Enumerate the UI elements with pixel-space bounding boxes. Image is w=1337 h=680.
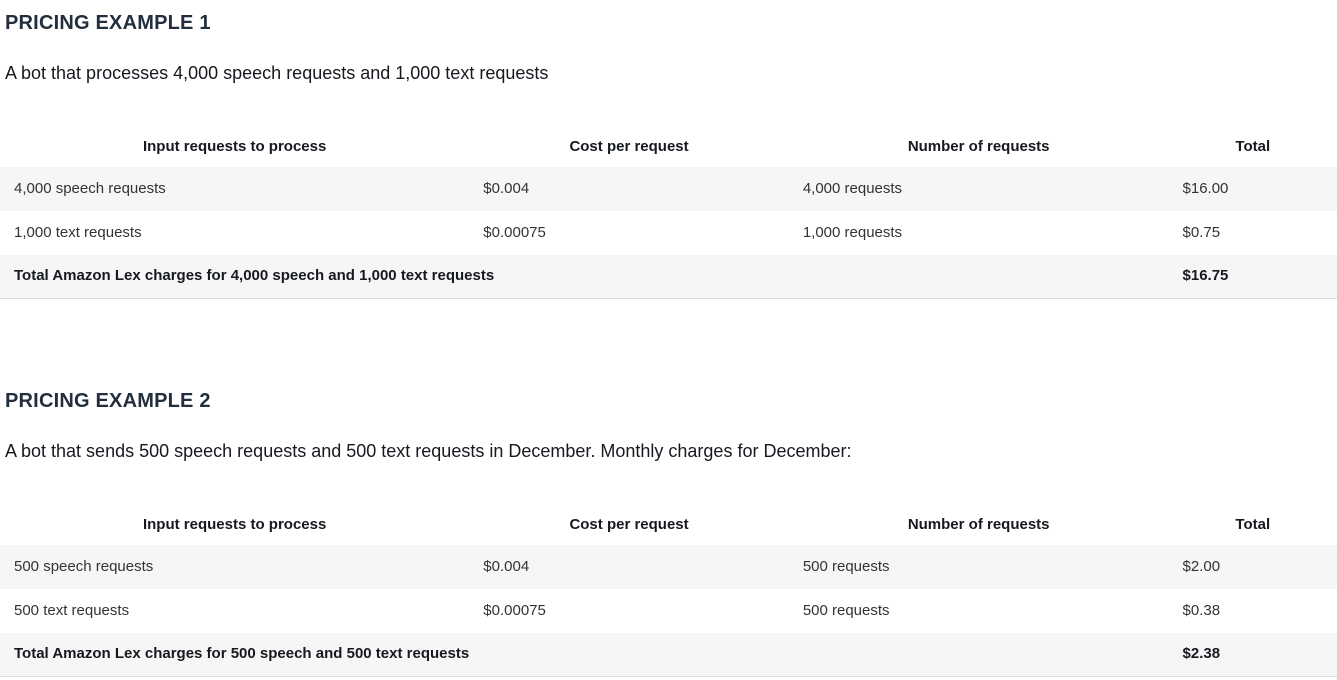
column-header-total: Total — [1235, 515, 1271, 533]
column-header-input-requests: Input requests to process — [142, 137, 327, 155]
cell-cost-per-request: $0.00075 — [483, 602, 546, 620]
total-value-cell: $2.38 — [1182, 645, 1221, 663]
cell-input-type: 1,000 text requests — [14, 224, 142, 242]
pricing-example-2-section: PRICING EXAMPLE 2 A bot that sends 500 s… — [0, 391, 1337, 677]
cell-total: $0.38 — [1182, 602, 1221, 620]
cell-cost-per-request: $0.00075 — [483, 224, 546, 242]
pricing-row: 4,000 speech requests $0.004 4,000 reque… — [0, 167, 1337, 212]
cell-number-of-requests: 500 requests — [802, 602, 890, 620]
total-value-cell: $16.75 — [1182, 267, 1229, 285]
total-label-cell: Total Amazon Lex charges for 4,000 speec… — [14, 267, 495, 285]
cell-input-type: 500 speech requests — [14, 558, 154, 576]
pricing-example-1-table: Input requests to process Cost per reque… — [0, 128, 1337, 300]
cell-cost-per-request: $0.004 — [483, 558, 530, 576]
total-row: Total Amazon Lex charges for 4,000 speec… — [0, 255, 1337, 299]
cell-input-type: 500 text requests — [14, 602, 130, 620]
total-row: Total Amazon Lex charges for 500 speech … — [0, 633, 1337, 677]
cell-total: $16.00 — [1182, 180, 1229, 198]
pricing-row: 500 speech requests $0.004 500 requests … — [0, 545, 1337, 590]
cell-number-of-requests: 4,000 requests — [802, 180, 903, 198]
pricing-row: 500 text requests $0.00075 500 requests … — [0, 589, 1337, 633]
pricing-example-1-section: PRICING EXAMPLE 1 A bot that processes 4… — [0, 0, 1337, 299]
pricing-example-1-title: PRICING EXAMPLE 1 — [5, 12, 211, 34]
cell-total: $0.75 — [1182, 224, 1221, 242]
cell-number-of-requests: 1,000 requests — [802, 224, 903, 242]
pricing-example-2-title: PRICING EXAMPLE 2 — [5, 390, 211, 413]
column-header-number-of-requests: Number of requests — [907, 137, 1050, 155]
column-header-cost-per-request: Cost per request — [569, 515, 689, 533]
column-header-cost-per-request: Cost per request — [569, 137, 689, 155]
column-header-total: Total — [1235, 137, 1271, 155]
cell-number-of-requests: 500 requests — [802, 558, 890, 576]
column-header-number-of-requests: Number of requests — [907, 515, 1050, 533]
pricing-example-2-description: A bot that sends 500 speech requests and… — [5, 441, 852, 462]
table-header-row: Input requests to process Cost per reque… — [0, 506, 1337, 546]
table-header-row: Input requests to process Cost per reque… — [0, 128, 1337, 168]
pricing-example-1-description: A bot that processes 4,000 speech reques… — [5, 63, 549, 83]
column-header-input-requests: Input requests to process — [142, 515, 327, 533]
cell-cost-per-request: $0.004 — [483, 180, 530, 198]
total-label-cell: Total Amazon Lex charges for 500 speech … — [14, 645, 470, 663]
cell-input-type: 4,000 speech requests — [14, 180, 166, 198]
cell-total: $2.00 — [1182, 558, 1221, 576]
pricing-row: 1,000 text requests $0.00075 1,000 reque… — [0, 211, 1337, 255]
pricing-example-2-table: Input requests to process Cost per reque… — [0, 506, 1337, 678]
